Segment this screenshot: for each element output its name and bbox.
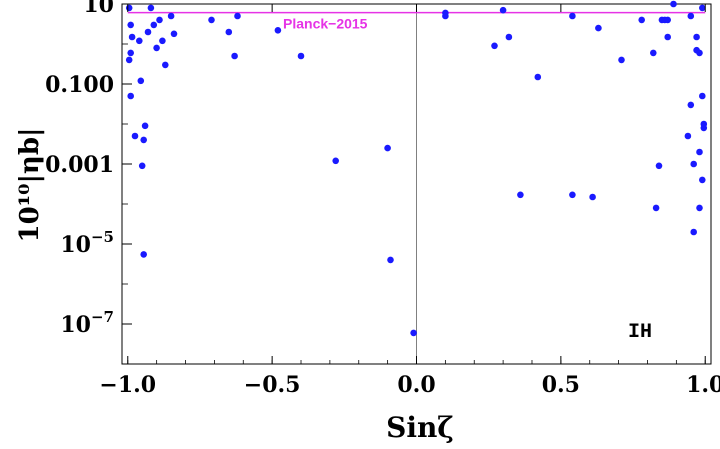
data-point — [517, 191, 524, 199]
data-point — [167, 12, 175, 20]
x-axis-title: Sinζ — [386, 411, 454, 444]
data-point — [699, 4, 706, 12]
y-tick-label: 10 — [83, 0, 114, 18]
data-point — [127, 21, 134, 29]
data-point — [618, 56, 625, 64]
data-point — [690, 160, 697, 168]
data-point — [127, 49, 134, 57]
planck-reference-line: Planck−2015 — [127, 11, 706, 32]
data-point — [297, 52, 305, 60]
data-point — [699, 92, 706, 100]
data-point — [696, 204, 703, 212]
data-point — [125, 56, 133, 64]
data-point — [332, 157, 340, 165]
data-point — [569, 191, 576, 199]
data-point — [127, 92, 134, 100]
data-point — [136, 37, 143, 45]
data-point — [700, 124, 708, 132]
data-point — [589, 193, 596, 201]
y-tick-label: 10−5 — [60, 228, 114, 258]
data-point — [684, 132, 692, 140]
data-point — [652, 204, 660, 212]
data-point — [150, 21, 158, 29]
data-point — [387, 256, 394, 264]
data-point — [499, 6, 507, 14]
x-tick-label: 0.0 — [397, 372, 435, 398]
data-point — [156, 16, 163, 24]
data-point — [664, 33, 671, 41]
data-point — [384, 144, 391, 152]
x-tick-label: 1.0 — [686, 372, 720, 398]
data-point — [410, 329, 417, 337]
data-point — [534, 73, 542, 81]
data-point — [491, 42, 498, 50]
data-point — [650, 49, 657, 57]
data-point — [159, 37, 166, 45]
data-points — [125, 0, 708, 337]
data-point — [655, 162, 663, 170]
planck-label: Planck−2015 — [283, 16, 368, 32]
data-point — [687, 101, 695, 109]
x-axis-ticks: −1.0 −0.5 0.0 0.5 1.0 — [99, 4, 720, 398]
y-tick-label: 10−7 — [60, 308, 114, 338]
data-point — [234, 12, 241, 20]
data-point — [144, 28, 152, 36]
data-point — [140, 251, 147, 258]
data-point — [140, 136, 147, 144]
data-point — [138, 162, 146, 170]
data-point — [638, 16, 645, 24]
data-point — [170, 30, 178, 38]
data-point — [147, 4, 155, 12]
data-point — [595, 24, 602, 32]
y-tick-label: 0.100 — [45, 72, 114, 98]
data-point — [128, 33, 136, 41]
data-point — [125, 4, 133, 12]
data-point — [696, 49, 703, 57]
data-point — [208, 16, 215, 24]
data-point — [231, 52, 238, 60]
data-point — [137, 77, 145, 85]
ih-label: IH — [628, 321, 652, 344]
data-point — [696, 148, 703, 156]
data-point — [690, 228, 697, 236]
data-point — [442, 12, 449, 20]
data-point — [131, 132, 139, 140]
data-point — [693, 33, 700, 41]
x-tick-label: −0.5 — [244, 372, 301, 398]
x-tick-label: 0.5 — [542, 372, 580, 398]
data-point — [274, 27, 282, 34]
data-point — [162, 61, 169, 69]
data-point — [687, 12, 695, 20]
data-point — [141, 122, 149, 130]
data-point — [153, 44, 160, 52]
y-axis-title: 10¹⁰|ηb| — [15, 128, 45, 243]
x-tick-label: −1.0 — [99, 372, 156, 398]
data-point — [699, 176, 706, 184]
data-point — [670, 0, 677, 8]
y-tick-label: 0.001 — [45, 152, 114, 178]
data-point — [569, 12, 576, 20]
data-point — [225, 28, 233, 36]
data-point — [664, 16, 671, 24]
data-point — [505, 33, 513, 41]
